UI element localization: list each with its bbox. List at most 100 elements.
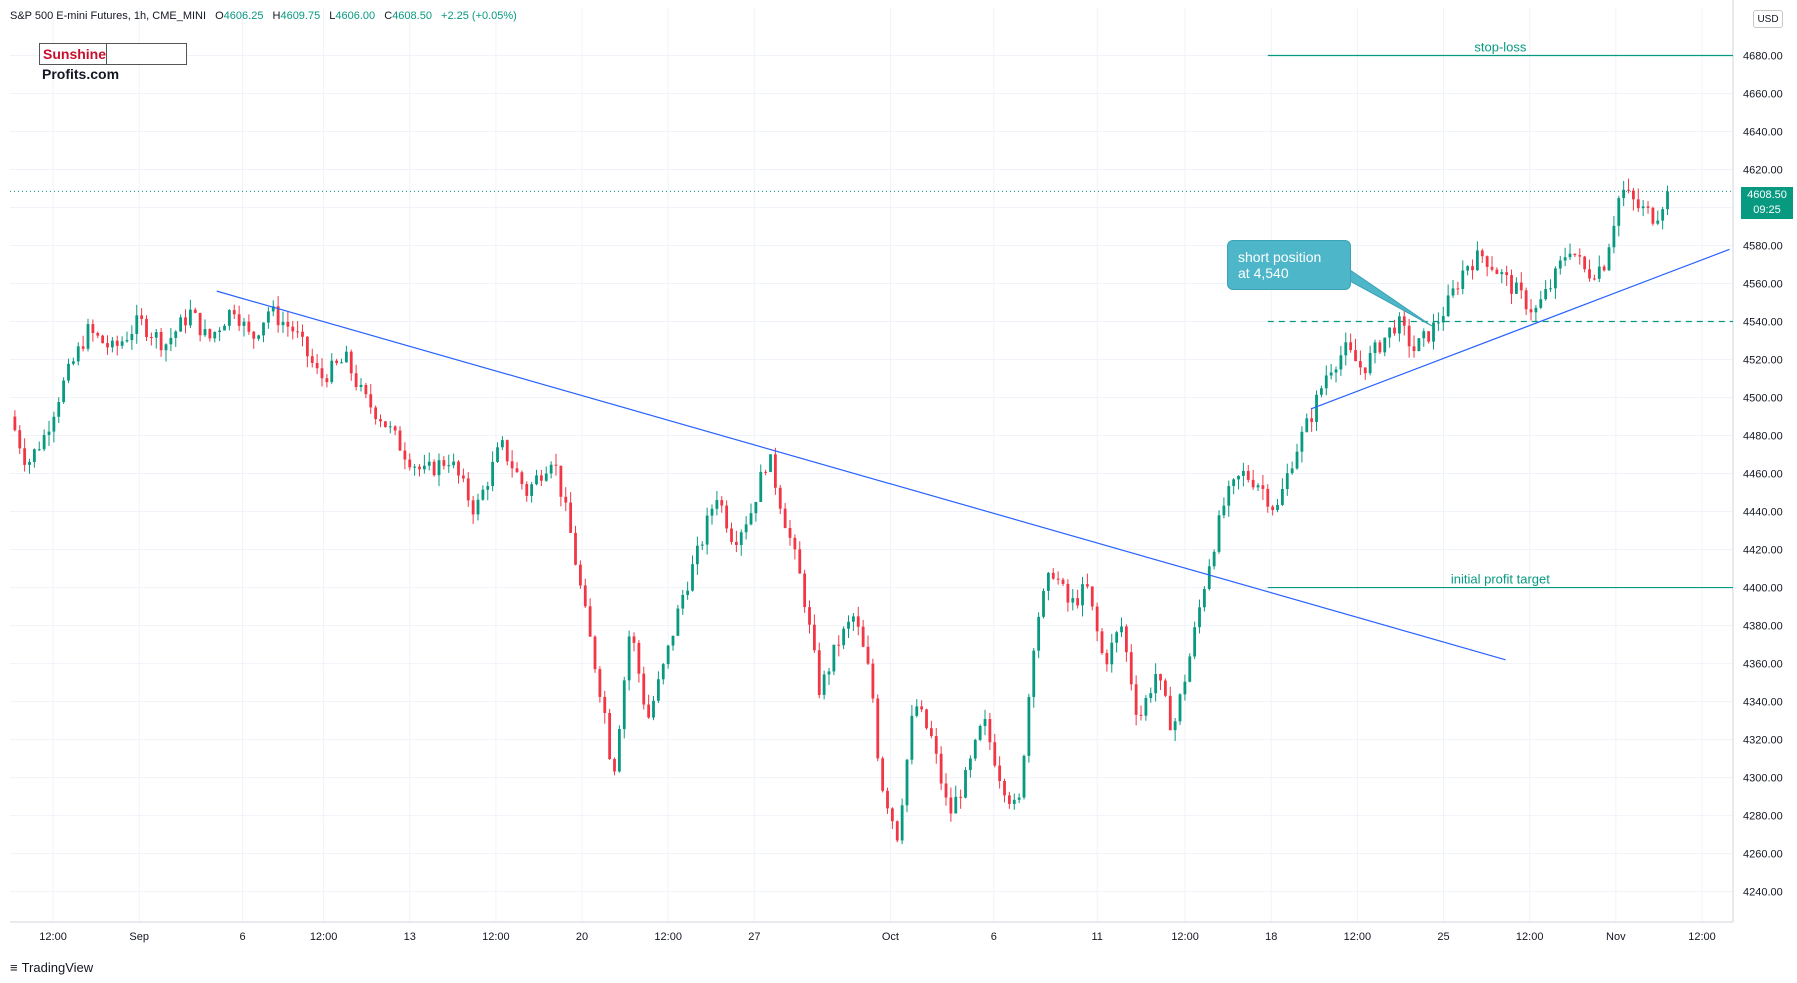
candle-body bbox=[140, 315, 144, 319]
candle-body bbox=[491, 461, 495, 487]
candle-body bbox=[1022, 755, 1026, 798]
candle-body bbox=[1505, 272, 1509, 276]
x-tick-label: 20 bbox=[576, 931, 588, 943]
candle-body bbox=[1095, 606, 1099, 632]
candle-body bbox=[1529, 309, 1533, 313]
candle-body bbox=[466, 478, 470, 501]
candle-body bbox=[1368, 353, 1372, 374]
candle-body bbox=[1378, 342, 1382, 353]
candle-body bbox=[213, 332, 217, 339]
candle-body bbox=[666, 645, 670, 665]
candle-body bbox=[1456, 288, 1460, 290]
candle-body bbox=[905, 759, 909, 806]
candle-body bbox=[91, 324, 95, 334]
candle-body bbox=[1154, 674, 1158, 694]
candle-body bbox=[569, 502, 573, 533]
y-tick-label: 4500.00 bbox=[1743, 393, 1783, 405]
candle-body bbox=[335, 360, 339, 364]
candle-body bbox=[96, 333, 100, 336]
candle-body bbox=[1217, 515, 1221, 552]
candle-body bbox=[691, 564, 694, 591]
candle-body bbox=[505, 440, 509, 462]
candle-body bbox=[1417, 338, 1421, 352]
candle-body bbox=[432, 461, 436, 476]
tradingview-brand[interactable]: ≡ TradingView bbox=[10, 960, 93, 975]
candle-body bbox=[1578, 255, 1582, 257]
candle-body bbox=[145, 318, 148, 337]
candle-body bbox=[340, 362, 343, 364]
candle-body bbox=[715, 500, 719, 509]
candle-body bbox=[1124, 626, 1128, 653]
candle-body bbox=[1451, 288, 1455, 296]
candle-body bbox=[1558, 260, 1562, 269]
candle-body bbox=[1061, 579, 1065, 584]
candle-body bbox=[744, 524, 748, 533]
candle-body bbox=[1480, 250, 1484, 257]
candle-body bbox=[1168, 695, 1172, 731]
y-tick-label: 4400.00 bbox=[1743, 583, 1783, 595]
candle-body bbox=[964, 770, 967, 798]
candle-body bbox=[700, 544, 704, 546]
candle-body bbox=[681, 594, 685, 609]
candle-body bbox=[1354, 350, 1357, 362]
candle-body bbox=[773, 454, 777, 488]
candle-body bbox=[622, 680, 626, 730]
trendline-downtrend bbox=[216, 290, 1506, 661]
candle-body bbox=[1207, 566, 1211, 589]
candle-body bbox=[890, 808, 894, 822]
candle-body bbox=[257, 335, 261, 339]
y-tick-label: 4300.00 bbox=[1743, 773, 1783, 785]
last-price-tag: 4608.50 09:25 bbox=[1741, 187, 1793, 219]
last-price-value: 4608.50 bbox=[1747, 189, 1787, 201]
candle-body bbox=[1012, 799, 1016, 804]
y-tick-label: 4680.00 bbox=[1743, 51, 1783, 63]
candle-body bbox=[871, 663, 875, 699]
candle-body bbox=[949, 797, 953, 814]
candle-body bbox=[530, 484, 534, 496]
x-tick-label: 12:00 bbox=[482, 931, 510, 943]
candle-body bbox=[944, 783, 948, 798]
candle-body bbox=[1212, 551, 1216, 567]
candle-body bbox=[13, 416, 17, 431]
currency-button[interactable]: USD bbox=[1753, 10, 1783, 28]
candle-body bbox=[1475, 250, 1479, 271]
candle-body bbox=[1056, 578, 1060, 580]
candle-body bbox=[988, 719, 992, 743]
candle-body bbox=[1129, 652, 1133, 685]
y-tick-label: 4640.00 bbox=[1743, 127, 1783, 139]
candle-body bbox=[1344, 342, 1348, 356]
candle-body bbox=[1251, 479, 1255, 488]
candle-body bbox=[847, 621, 850, 629]
candle-body bbox=[803, 573, 807, 608]
candle-body bbox=[1202, 588, 1206, 608]
x-tick-label: 12:00 bbox=[310, 931, 338, 943]
candle-body bbox=[769, 454, 772, 472]
candle-body bbox=[296, 331, 300, 333]
candle-body bbox=[408, 459, 412, 468]
candle-body bbox=[344, 351, 348, 363]
candle-body bbox=[281, 321, 285, 326]
y-tick-label: 4460.00 bbox=[1743, 469, 1783, 481]
x-tick-label: 11 bbox=[1092, 931, 1103, 943]
candle-body bbox=[1178, 694, 1182, 722]
short-position-callout[interactable]: short position at 4,540 bbox=[1227, 240, 1351, 290]
candle-body bbox=[1641, 206, 1645, 209]
candle-body bbox=[349, 351, 353, 374]
level-label: initial profit target bbox=[1451, 572, 1550, 587]
candle-body bbox=[388, 426, 392, 428]
candle-body bbox=[881, 758, 885, 791]
candle-body bbox=[1422, 331, 1426, 339]
candle-body bbox=[1300, 431, 1304, 452]
candle-body bbox=[427, 461, 431, 466]
candle-body bbox=[1651, 207, 1655, 224]
candle-body bbox=[1402, 316, 1406, 326]
candle-body bbox=[910, 715, 914, 760]
candle-body bbox=[973, 739, 977, 759]
candle-body bbox=[37, 449, 41, 451]
candle-body bbox=[198, 312, 202, 336]
tradingview-label: TradingView bbox=[21, 960, 94, 975]
candle-body bbox=[1646, 206, 1650, 208]
candle-body bbox=[203, 329, 207, 336]
symbol-title[interactable]: S&P 500 E-mini Futures, 1h, CME_MINI bbox=[10, 10, 207, 22]
